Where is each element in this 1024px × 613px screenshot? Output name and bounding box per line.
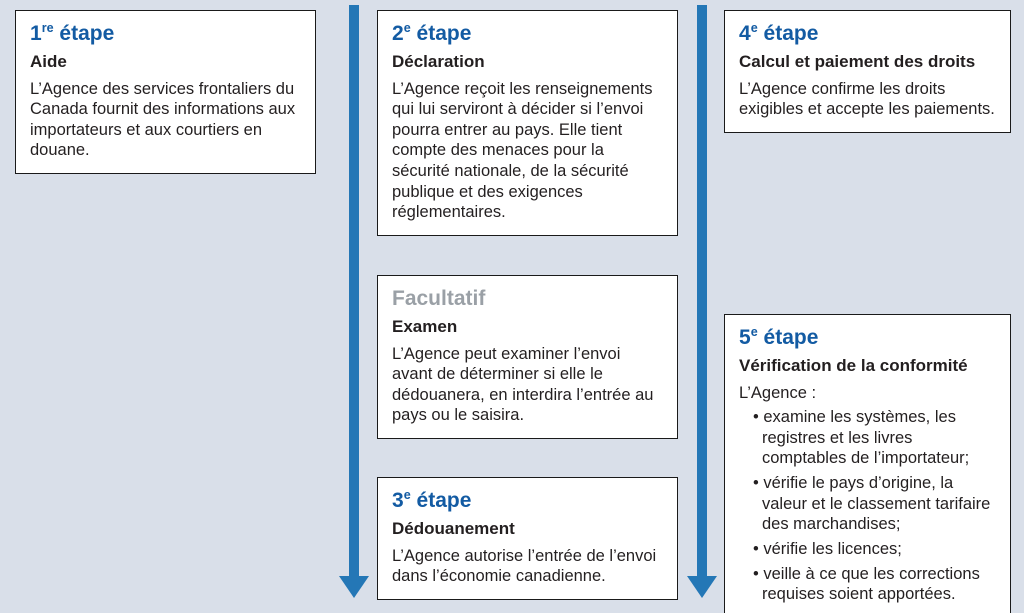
step1-box: 1re étape Aide L’Agence des services fro… bbox=[15, 10, 316, 174]
step2-title-sup: e bbox=[404, 21, 411, 35]
step1-title: 1re étape bbox=[30, 21, 301, 47]
step1-subtitle: Aide bbox=[30, 51, 301, 72]
arrow-1-head bbox=[339, 576, 369, 598]
optional-body: L’Agence peut examiner l’envoi avant de … bbox=[392, 344, 663, 427]
step5-title-pre: 5 bbox=[739, 326, 751, 349]
step5-bullet: veille à ce que les corrections requises… bbox=[753, 564, 996, 605]
step2-title-post: étape bbox=[411, 22, 472, 45]
step4-body: L’Agence confirme les droits exigibles e… bbox=[739, 79, 996, 120]
step4-title-post: étape bbox=[758, 22, 819, 45]
step4-box: 4e étape Calcul et paiement des droits L… bbox=[724, 10, 1011, 133]
step3-title-sup: e bbox=[404, 488, 411, 502]
optional-title: Facultatif bbox=[392, 286, 663, 312]
step5-title: 5e étape bbox=[739, 325, 996, 351]
optional-subtitle: Examen bbox=[392, 316, 663, 337]
step4-title: 4e étape bbox=[739, 21, 996, 47]
step4-subtitle: Calcul et paiement des droits bbox=[739, 51, 996, 72]
arrow-1 bbox=[349, 5, 359, 576]
step4-title-pre: 4 bbox=[739, 22, 751, 45]
step2-box: 2e étape Déclaration L’Agence reçoit les… bbox=[377, 10, 678, 236]
step1-title-sup: re bbox=[42, 21, 54, 35]
step5-bullet: vérifie le pays d’origine, la valeur et … bbox=[753, 473, 996, 535]
step5-title-sup: e bbox=[751, 325, 758, 339]
step2-title: 2e étape bbox=[392, 21, 663, 47]
arrow-2-head bbox=[687, 576, 717, 598]
step2-subtitle: Déclaration bbox=[392, 51, 663, 72]
optional-box: Facultatif Examen L’Agence peut examiner… bbox=[377, 275, 678, 439]
step1-title-post: étape bbox=[54, 22, 115, 45]
step5-lead: L’Agence : bbox=[739, 384, 816, 402]
step1-body: L’Agence des services frontaliers du Can… bbox=[30, 79, 301, 162]
step2-title-pre: 2 bbox=[392, 22, 404, 45]
step3-title: 3e étape bbox=[392, 488, 663, 514]
step1-title-pre: 1 bbox=[30, 22, 42, 45]
process-diagram: 1re étape Aide L’Agence des services fro… bbox=[0, 0, 1024, 613]
step5-box: 5e étape Vérification de la conformité L… bbox=[724, 314, 1011, 613]
step5-title-post: étape bbox=[758, 326, 819, 349]
step3-box: 3e étape Dédouanement L’Agence autorise … bbox=[377, 477, 678, 600]
step5-bullet: examine les systèmes, les registres et l… bbox=[753, 407, 996, 469]
step5-bullet: vérifie les licences; bbox=[753, 539, 996, 560]
step3-subtitle: Dédouanement bbox=[392, 518, 663, 539]
step5-subtitle: Vérification de la conformité bbox=[739, 355, 996, 376]
step3-title-pre: 3 bbox=[392, 489, 404, 512]
arrow-2 bbox=[697, 5, 707, 576]
step5-body: L’Agence : examine les systèmes, les reg… bbox=[739, 383, 996, 605]
step3-title-post: étape bbox=[411, 489, 472, 512]
step3-body: L’Agence autorise l’entrée de l’envoi da… bbox=[392, 546, 663, 587]
step5-list: examine les systèmes, les registres et l… bbox=[739, 407, 996, 605]
step4-title-sup: e bbox=[751, 21, 758, 35]
step2-body: L’Agence reçoit les renseignements qui l… bbox=[392, 79, 663, 223]
